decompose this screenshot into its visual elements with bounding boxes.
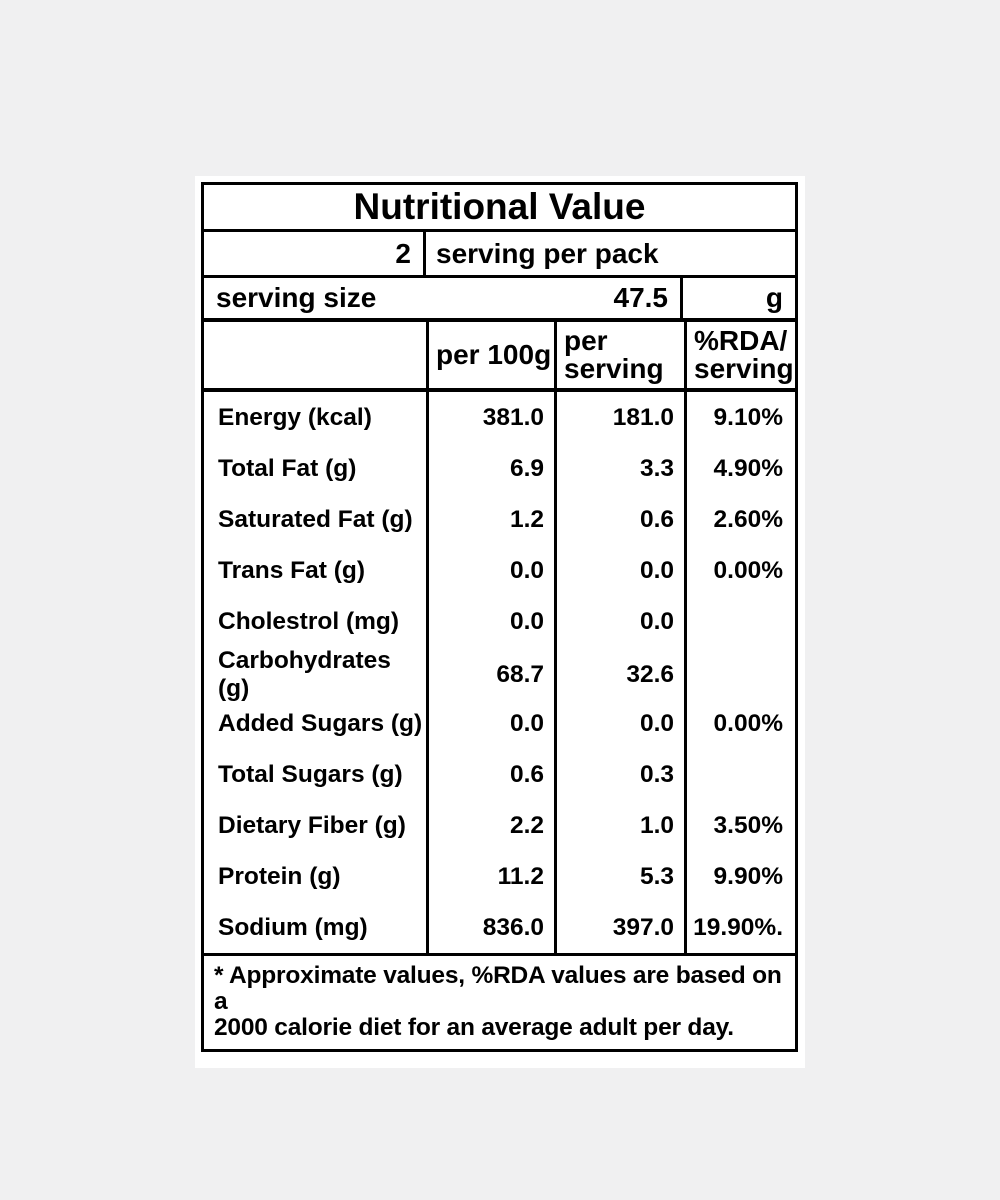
value-per-100g: 0.0 [426,596,554,647]
per-100g-text: per 100g [436,339,552,370]
footnote: * Approximate values, %RDA values are ba… [204,953,795,1049]
value-rda: 9.90% [684,851,795,902]
nutrient-name: Carbohydrates (g) [218,647,391,702]
rda-line2: serving [694,353,794,384]
value-rda: 0.00% [684,545,795,596]
servings-count: 2 [204,232,426,275]
column-header-rda: %RDA/ serving [684,322,795,388]
value-per-100g: 1.2 [426,494,554,545]
column-header-per-serving: per serving [554,322,684,388]
table-row-trans-fat: Trans Fat (g) 0.0 0.0 0.00% [204,545,795,596]
value-per-serving: 0.0 [554,698,684,749]
value-per-serving: 5.3 [554,851,684,902]
nutrient-name: Dietary Fiber (g) [218,811,406,839]
label-title: Nutritional Value [204,185,795,232]
value-per-serving: 0.0 [554,596,684,647]
value-per-serving: 0.0 [554,545,684,596]
nutrient-name: Added Sugars (g) [218,709,423,737]
nutrient-name: Protein (g) [218,862,341,890]
footnote-line1: * Approximate values, %RDA values are ba… [214,962,782,1015]
value-rda [684,749,795,800]
table-row-total-fat: Total Fat (g) 6.9 3.3 4.90% [204,443,795,494]
footnote-line2: 2000 calorie diet for an average adult p… [214,1014,734,1041]
table-row-carbohydrates: Carbohydrates (g) 68.7 32.6 [204,647,795,703]
value-per-100g: 0.6 [426,749,554,800]
nutrient-name: Cholestrol (mg) [218,607,400,635]
nutrient-name: Saturated Fat (g) [218,505,413,533]
nutrient-name: Total Fat (g) [218,454,357,482]
value-per-serving: 1.0 [554,800,684,851]
value-rda: 9.10% [684,392,795,443]
value-rda [684,596,795,647]
value-per-100g: 68.7 [426,647,554,703]
value-rda: 4.90% [684,443,795,494]
nutrient-name: Energy (kcal) [218,403,372,431]
nutrient-name: Total Sugars (g) [218,760,403,788]
table-row-saturated-fat: Saturated Fat (g) 1.2 0.6 2.60% [204,494,795,545]
table-row-protein: Protein (g) 11.2 5.3 9.90% [204,851,795,902]
value-per-serving: 181.0 [554,392,684,443]
column-header-per-100g: per 100g [426,322,554,388]
value-per-serving: 3.3 [554,443,684,494]
table-row-cholestrol: Cholestrol (mg) 0.0 0.0 [204,596,795,647]
per-serving-line2: serving [564,353,664,384]
serving-size-cell: serving size 47.5 [204,278,683,318]
table-row-dietary-fiber: Dietary Fiber (g) 2.2 1.0 3.50% [204,800,795,851]
value-per-100g: 0.0 [426,698,554,749]
value-rda: 19.90%. [684,902,795,953]
value-per-serving: 32.6 [554,647,684,703]
value-rda: 3.50% [684,800,795,851]
value-rda [684,647,795,703]
value-per-100g: 2.2 [426,800,554,851]
value-per-100g: 381.0 [426,392,554,443]
value-per-serving: 0.3 [554,749,684,800]
nutrition-table: Nutritional Value 2 serving per pack ser… [201,182,798,1052]
table-row-total-sugars: Total Sugars (g) 0.6 0.3 [204,749,795,800]
table-row-energy: Energy (kcal) 381.0 181.0 9.10% [204,392,795,443]
value-per-serving: 397.0 [554,902,684,953]
value-rda: 2.60% [684,494,795,545]
serving-size-value: 47.5 [613,282,669,313]
nutrient-name: Sodium (mg) [218,913,368,941]
nutrient-name: Trans Fat (g) [218,556,366,584]
value-rda: 0.00% [684,698,795,749]
per-serving-line1: per [564,325,608,356]
table-row-sodium: Sodium (mg) 836.0 397.0 19.90%. [204,902,795,953]
column-header-blank [204,322,426,388]
data-rows: Energy (kcal) 381.0 181.0 9.10% Total Fa… [204,392,795,953]
servings-row: 2 serving per pack [204,232,795,278]
table-row-added-sugars: Added Sugars (g) 0.0 0.0 0.00% [204,698,795,749]
value-per-100g: 836.0 [426,902,554,953]
serving-size-label: serving size [216,282,377,313]
servings-text: serving per pack [436,237,659,269]
rda-line1: %RDA/ [694,325,788,356]
value-per-100g: 11.2 [426,851,554,902]
column-header-row: per 100g per serving %RDA/ serving [204,322,795,392]
serving-size-row: serving size 47.5 g [204,278,795,322]
serving-size-unit: g [765,282,783,313]
value-per-100g: 6.9 [426,443,554,494]
value-per-serving: 0.6 [554,494,684,545]
value-per-100g: 0.0 [426,545,554,596]
nutrition-label-card: Nutritional Value 2 serving per pack ser… [195,176,805,1068]
